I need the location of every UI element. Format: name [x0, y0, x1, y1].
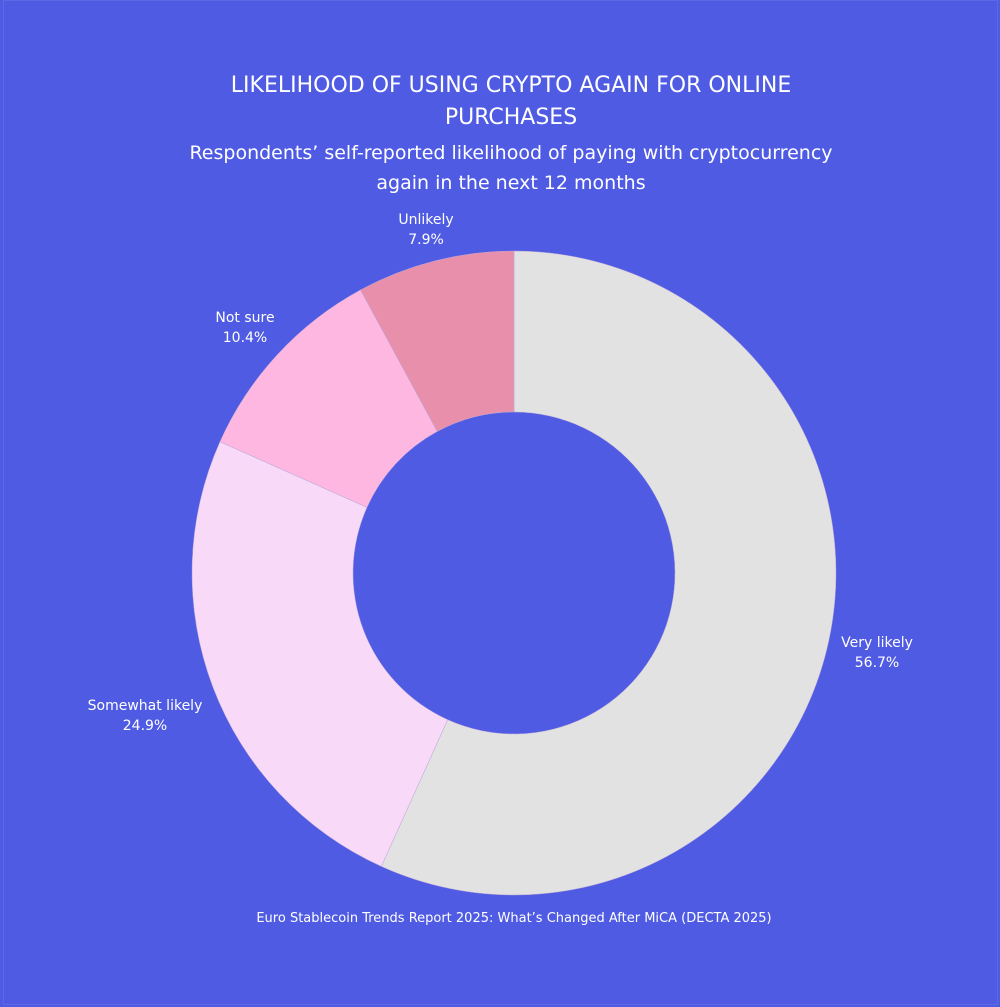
slice-label-very-likely: Very likely 56.7%	[841, 635, 913, 671]
slice-label-somewhat-likely: Somewhat likely 24.9%	[87, 698, 203, 734]
slice-label-unlikely: Unlikely 7.9%	[398, 212, 454, 248]
slice-unlikely	[360, 250, 515, 432]
chart-frame	[3, 0, 998, 1005]
slice-somewhat-likely	[191, 441, 449, 867]
chart-title: LIKELIHOOD OF USING CRYPTO AGAIN FOR ONL…	[230, 73, 792, 130]
slice-label-not-sure: Not sure 10.4%	[215, 310, 275, 346]
chart-subtitle: Respondents’ self-reported likelihood of…	[189, 142, 833, 194]
slice-very-likely	[381, 250, 837, 896]
chart-source: Euro Stablecoin Trends Report 2025: What…	[256, 911, 772, 926]
slice-not-sure	[219, 289, 438, 508]
